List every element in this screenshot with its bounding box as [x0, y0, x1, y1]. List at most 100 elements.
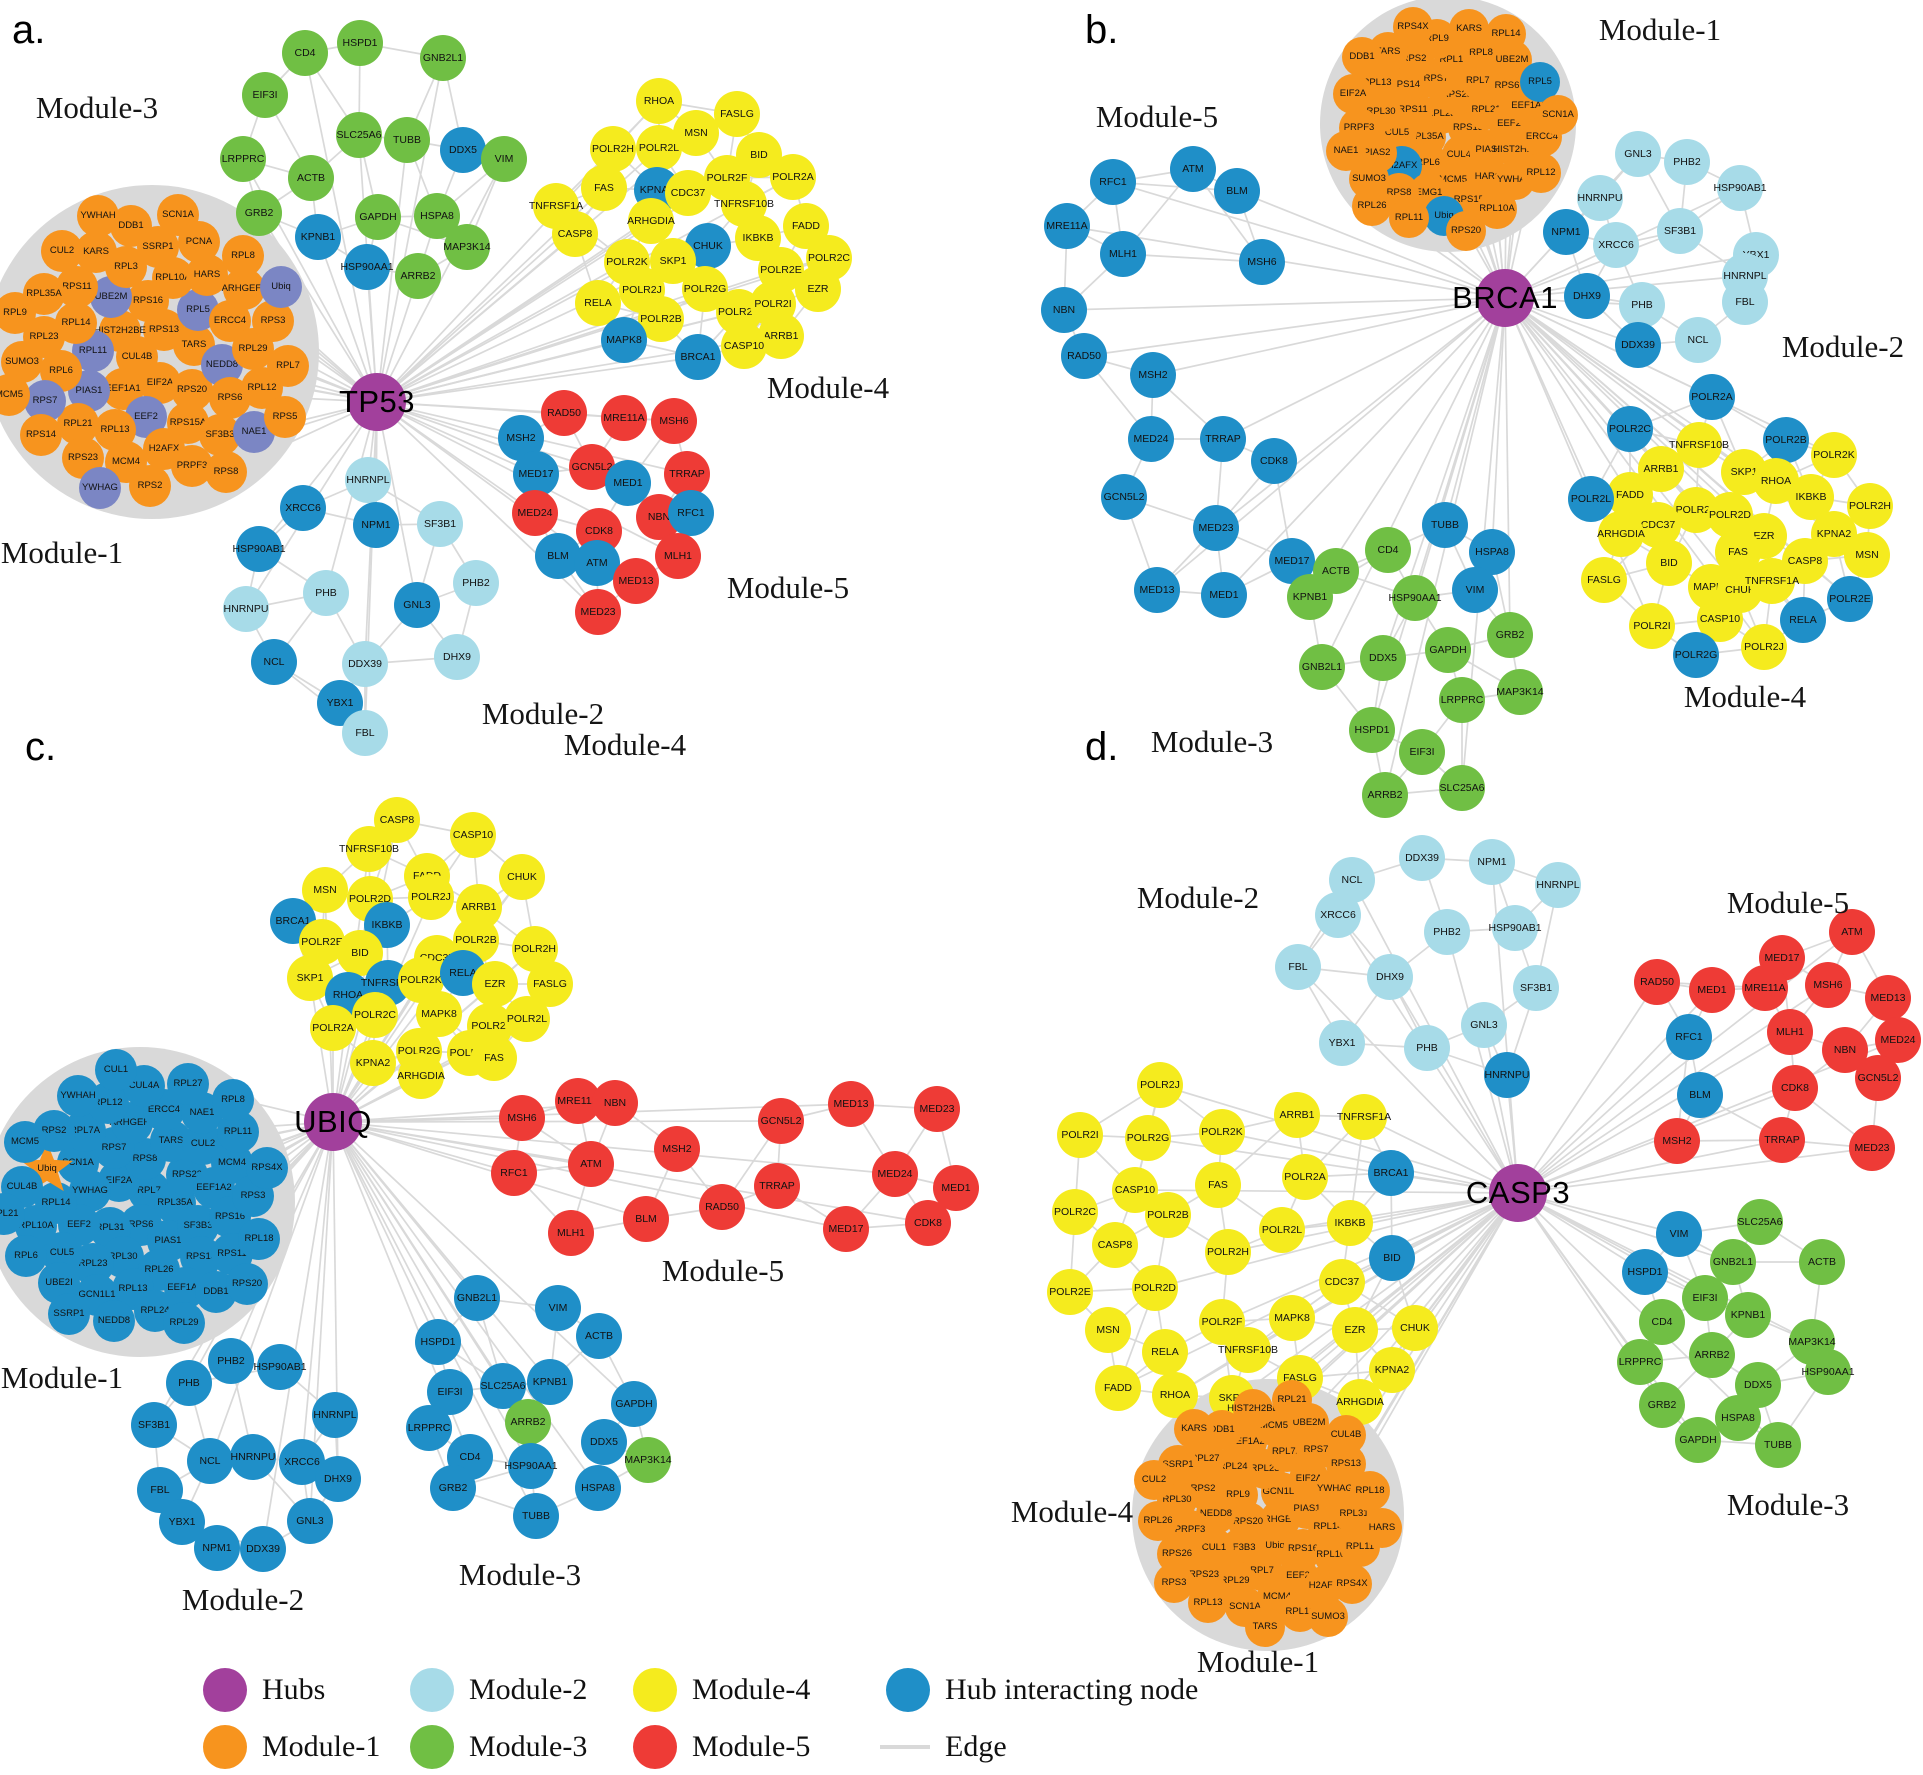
node-hspd1: HSPD1 [337, 20, 383, 66]
legend-label-hubs: Hubs [262, 1673, 326, 1706]
node-arrb2: ARRB2 [395, 253, 441, 299]
node-ddx5: DDX5 [581, 1419, 627, 1465]
legend-label-module-4: Module-4 [692, 1673, 811, 1706]
node-tubb: TUBB [513, 1493, 559, 1539]
node-xrcc6: XRCC6 [1315, 892, 1361, 938]
node-chuk: CHUK [499, 854, 545, 900]
node-scn1a: SCN1A [157, 194, 199, 236]
node-blm: BLM [1214, 168, 1260, 214]
node-polr2b: POLR2B [1763, 417, 1809, 463]
legend-swatch-hub-interacting-node [886, 1668, 930, 1712]
node-dhx9: DHX9 [1564, 273, 1610, 319]
node-cd4: CD4 [1365, 527, 1411, 573]
node-hnrnpl: HNRNPL [312, 1392, 358, 1438]
node-ddb1: DDB1 [1342, 37, 1382, 77]
node-phb2: PHB2 [1424, 909, 1470, 955]
node-rpl18: RPL18 [1350, 1471, 1390, 1511]
node-gapdh: GAPDH [1675, 1417, 1721, 1463]
node-rpl9: RPL9 [0, 292, 36, 334]
node-tnfrsf10b: TNFRSF10B [339, 826, 399, 872]
node-ssrp1: SSRP1 [48, 1293, 90, 1335]
node-rps8: RPS8 [205, 451, 247, 493]
node-vim: VIM [1452, 567, 1498, 613]
node-dhx9: DHX9 [315, 1456, 361, 1502]
legend-swatch-module-2 [410, 1668, 454, 1712]
module-label-a-module-4: Module-4 [766, 370, 890, 405]
node-rpl21: RPL21 [1272, 1380, 1312, 1420]
node-blm: BLM [623, 1196, 669, 1242]
hub-node-casp3 [1489, 1164, 1547, 1222]
node-hsp90aa1: HSP90AA1 [1801, 1349, 1855, 1395]
node-npm1: NPM1 [194, 1525, 240, 1571]
node-cdk8: CDK8 [905, 1200, 951, 1246]
node-dhx9: DHX9 [1367, 954, 1413, 1000]
node-nae1: NAE1 [1326, 131, 1366, 171]
module-label-d-module-1: Module-1 [1196, 1644, 1320, 1679]
node-mlh1: MLH1 [1100, 231, 1146, 277]
node-rps4x: RPS4X [246, 1147, 288, 1189]
node-chuk: CHUK [1392, 1305, 1438, 1351]
node-mre11a: MRE11A [601, 395, 647, 441]
node-gnb2l1: GNB2L1 [420, 35, 466, 81]
node-msh6: MSH6 [651, 398, 697, 444]
node-ezr: EZR [1332, 1307, 1378, 1353]
node-eif2a: EIF2A [1333, 74, 1373, 114]
node-casp10: CASP10 [450, 812, 496, 858]
node-med13: MED13 [1134, 567, 1180, 613]
module-label-c-module-5: Module-5 [661, 1253, 785, 1288]
node-sf3b1: SF3B1 [1657, 208, 1703, 254]
node-rpl12: RPL12 [1521, 153, 1561, 193]
node-hsp90ab1: HSP90AB1 [232, 526, 286, 572]
node-med23: MED23 [1193, 505, 1239, 551]
legend-edge-swatch [880, 1745, 930, 1749]
node-ezr: EZR [795, 266, 841, 312]
node-hsp90ab1: HSP90AB1 [253, 1344, 307, 1390]
node-hspd1: HSPD1 [1622, 1249, 1668, 1295]
node-arhgdia: ARHGDIA [397, 1053, 445, 1099]
node-fas: FAS [471, 1035, 517, 1081]
node-scn1a: SCN1A [1538, 95, 1578, 135]
module-label-c-module-1: Module-1 [0, 1360, 124, 1395]
module-label-d-module-4: Module-4 [1010, 1494, 1134, 1529]
node-rpl11: RPL11 [1389, 198, 1429, 238]
module-label-a-module-5: Module-5 [726, 570, 850, 605]
node-arrb1: ARRB1 [1274, 1092, 1320, 1138]
node-slc25a6: SLC25A6 [480, 1363, 526, 1409]
node-polr2g: POLR2G [1673, 632, 1719, 678]
node-casp8: CASP8 [1092, 1222, 1138, 1268]
module-label-d-module-3: Module-3 [1726, 1487, 1850, 1522]
node-hspd1: HSPD1 [1349, 707, 1395, 753]
node-kpna2: KPNA2 [350, 1040, 396, 1086]
node-polr2i: POLR2I [1629, 603, 1675, 649]
node-vim: VIM [1656, 1211, 1702, 1257]
node-kars: KARS [1449, 9, 1489, 49]
node-gnl3: GNL3 [1461, 1002, 1507, 1048]
node-vim: VIM [535, 1285, 581, 1331]
node-polr2k: POLR2K [1811, 432, 1857, 478]
node-hsp90aa1: HSP90AA1 [340, 244, 394, 290]
node-brca1: BRCA1 [675, 334, 721, 380]
node-hnrnpl: HNRNPL [1535, 862, 1581, 908]
node-polr2a: POLR2A [1689, 374, 1735, 420]
node-msn: MSN [1844, 532, 1890, 578]
node-mcm5: MCM5 [4, 1121, 46, 1163]
module-label-a-module-3: Module-3 [35, 90, 159, 125]
hub-node-tp53 [348, 373, 406, 431]
node-kpnb1: KPNB1 [1725, 1292, 1771, 1338]
module-label-b-module-3: Module-3 [1150, 724, 1274, 759]
node-slc25a6: SLC25A6 [336, 112, 382, 158]
node-cd4: CD4 [1639, 1299, 1685, 1345]
node-mlh1: MLH1 [1767, 1009, 1813, 1055]
node-bid: BID [1369, 1235, 1415, 1281]
node-med13: MED13 [1865, 975, 1911, 1021]
node-eif3i: EIF3I [242, 72, 288, 118]
node-rhoa: RHOA [636, 78, 682, 124]
node-casp8: CASP8 [552, 211, 598, 257]
node-hsp90ab1: HSP90AB1 [1488, 905, 1542, 951]
node-nbn: NBN [1041, 287, 1087, 333]
node-phb2: PHB2 [208, 1338, 254, 1384]
node-gapdh: GAPDH [1425, 627, 1471, 673]
node-grb2: GRB2 [430, 1465, 476, 1511]
node-ywhah: YWHAH [77, 195, 119, 237]
node-kpnb1: KPNB1 [1287, 574, 1333, 620]
